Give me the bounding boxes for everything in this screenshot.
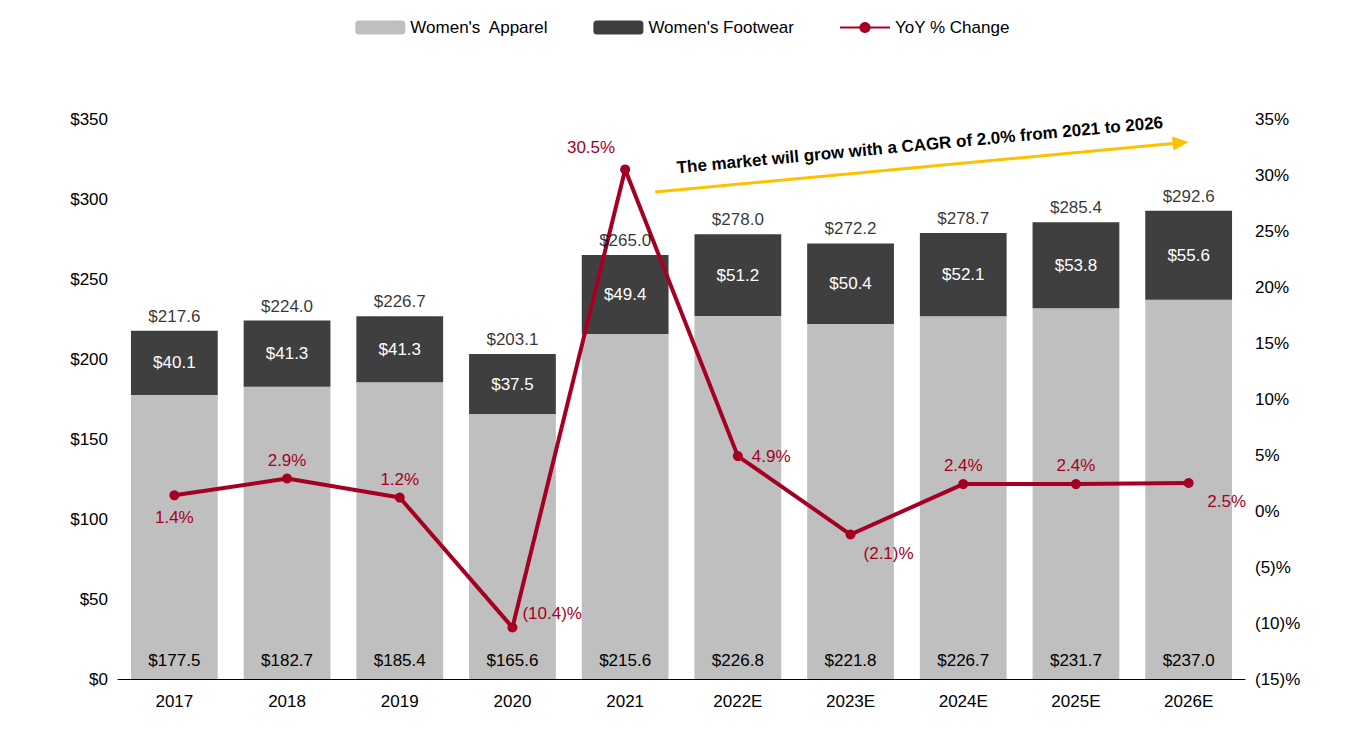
- svg-text:$53.8: $53.8: [1055, 256, 1098, 275]
- svg-text:$41.3: $41.3: [266, 344, 309, 363]
- svg-text:35%: 35%: [1255, 110, 1289, 129]
- svg-text:$300: $300: [70, 190, 108, 209]
- svg-text:2023E: 2023E: [826, 692, 875, 711]
- svg-text:2025E: 2025E: [1051, 692, 1100, 711]
- svg-text:30.5%: 30.5%: [567, 138, 615, 157]
- svg-text:2020: 2020: [494, 692, 532, 711]
- svg-text:$182.7: $182.7: [261, 651, 313, 670]
- svg-text:$226.8: $226.8: [712, 651, 764, 670]
- svg-text:2.9%: 2.9%: [268, 451, 307, 470]
- svg-text:$200: $200: [70, 350, 108, 369]
- svg-text:30%: 30%: [1255, 166, 1289, 185]
- svg-text:2.4%: 2.4%: [1057, 456, 1096, 475]
- svg-text:(2.1)%: (2.1)%: [864, 544, 914, 563]
- svg-text:15%: 15%: [1255, 334, 1289, 353]
- svg-text:$221.8: $221.8: [825, 651, 877, 670]
- svg-text:2022E: 2022E: [713, 692, 762, 711]
- svg-text:$37.5: $37.5: [491, 375, 534, 394]
- svg-text:$50.4: $50.4: [829, 274, 872, 293]
- svg-text:$237.0: $237.0: [1163, 651, 1215, 670]
- svg-text:$50: $50: [80, 590, 108, 609]
- svg-text:$272.2: $272.2: [825, 219, 877, 238]
- svg-text:(5)%: (5)%: [1255, 558, 1291, 577]
- svg-text:The market will grow with a CA: The market will grow with a CAGR of 2.0%…: [676, 113, 1164, 177]
- svg-text:$40.1: $40.1: [153, 353, 196, 372]
- svg-text:$350: $350: [70, 110, 108, 129]
- svg-text:2018: 2018: [268, 692, 306, 711]
- svg-text:25%: 25%: [1255, 222, 1289, 241]
- svg-text:4.9%: 4.9%: [752, 447, 791, 466]
- svg-text:$250: $250: [70, 270, 108, 289]
- svg-text:$292.6: $292.6: [1163, 187, 1215, 206]
- svg-text:2.5%: 2.5%: [1207, 492, 1246, 511]
- svg-text:2021: 2021: [606, 692, 644, 711]
- svg-text:$224.0: $224.0: [261, 297, 313, 316]
- svg-text:$278.0: $278.0: [712, 210, 764, 229]
- svg-text:$41.3: $41.3: [378, 340, 421, 359]
- svg-text:(10.4)%: (10.4)%: [522, 604, 582, 623]
- svg-text:$185.4: $185.4: [374, 651, 426, 670]
- svg-text:$177.5: $177.5: [148, 651, 200, 670]
- svg-text:$49.4: $49.4: [604, 285, 647, 304]
- svg-text:$215.6: $215.6: [599, 651, 651, 670]
- svg-text:1.4%: 1.4%: [155, 508, 194, 527]
- svg-text:$226.7: $226.7: [937, 651, 989, 670]
- svg-text:$278.7: $278.7: [937, 209, 989, 228]
- svg-text:10%: 10%: [1255, 390, 1289, 409]
- svg-text:2026E: 2026E: [1164, 692, 1213, 711]
- svg-text:$0: $0: [89, 670, 108, 689]
- svg-text:$150: $150: [70, 430, 108, 449]
- svg-text:$231.7: $231.7: [1050, 651, 1102, 670]
- svg-text:2024E: 2024E: [939, 692, 988, 711]
- svg-text:$265.0: $265.0: [599, 231, 651, 250]
- svg-text:$285.4: $285.4: [1050, 198, 1102, 217]
- svg-text:$52.1: $52.1: [942, 265, 985, 284]
- svg-text:$51.2: $51.2: [717, 266, 760, 285]
- svg-text:20%: 20%: [1255, 278, 1289, 297]
- svg-text:YoY % Change: YoY % Change: [895, 18, 1009, 37]
- svg-text:5%: 5%: [1255, 446, 1280, 465]
- svg-text:2019: 2019: [381, 692, 419, 711]
- svg-text:$165.6: $165.6: [486, 651, 538, 670]
- svg-text:Women's Apparel: Women's Apparel: [410, 18, 547, 37]
- svg-text:$203.1: $203.1: [486, 330, 538, 349]
- svg-text:$226.7: $226.7: [374, 292, 426, 311]
- svg-text:0%: 0%: [1255, 502, 1280, 521]
- svg-text:(10)%: (10)%: [1255, 614, 1300, 633]
- svg-text:$100: $100: [70, 510, 108, 529]
- svg-text:1.2%: 1.2%: [380, 470, 419, 489]
- svg-text:(15)%: (15)%: [1255, 670, 1300, 689]
- svg-text:$55.6: $55.6: [1167, 246, 1210, 265]
- svg-text:2017: 2017: [155, 692, 193, 711]
- svg-text:2.4%: 2.4%: [944, 456, 983, 475]
- svg-text:$217.6: $217.6: [148, 307, 200, 326]
- svg-text:Women's Footwear: Women's Footwear: [648, 18, 794, 37]
